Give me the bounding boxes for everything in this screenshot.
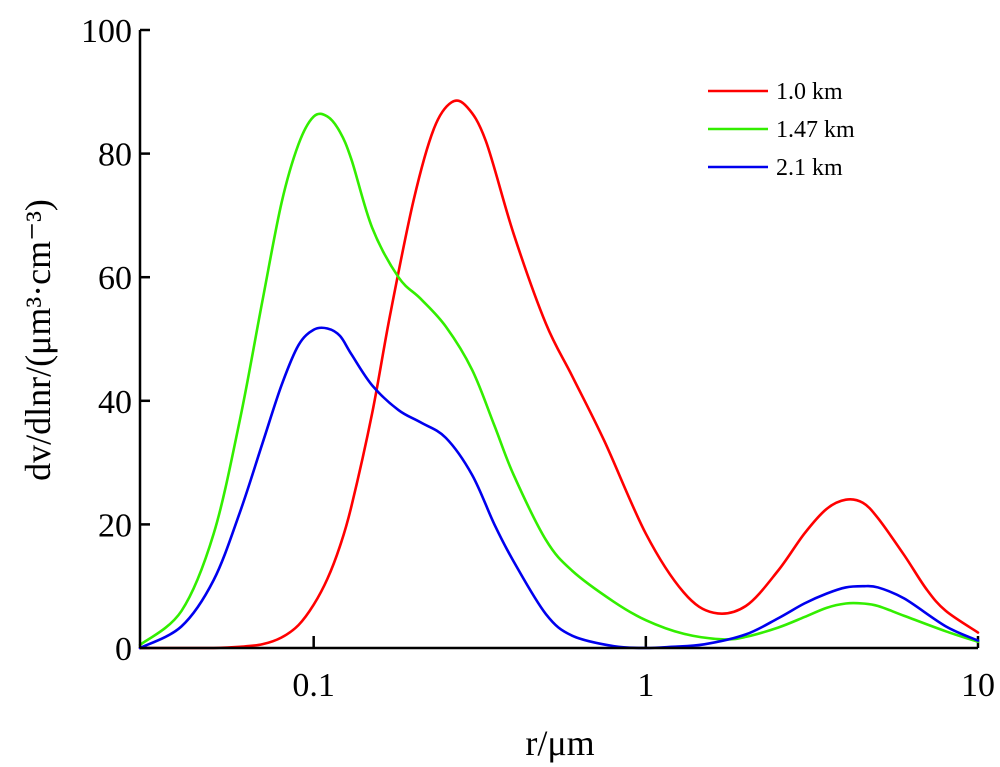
y-axis-title: dv/dlnr/(μm³·cm⁻³) [18,199,58,481]
x-axis-title: r/μm [525,723,594,763]
y-tick-label: 0 [115,631,132,668]
y-tick-label: 100 [81,13,132,50]
legend-label-3: 2.1 km [776,155,843,181]
series-line-2 [138,112,980,647]
axis-ticks: 0 20 40 60 80 100 0.1 1 10 [81,13,995,704]
y-tick-label: 20 [98,507,132,544]
legend: 1.0 km 1.47 km 2.1 km [708,79,855,181]
x-tick-label: 10 [961,667,995,704]
y-tick-label: 80 [98,137,132,174]
legend-label-1: 1.0 km [776,79,843,105]
x-tick-label: 1 [637,667,654,704]
series-line-1 [138,99,980,650]
y-tick-label: 40 [98,384,132,421]
plot-area [138,99,980,650]
legend-label-2: 1.47 km [776,117,855,143]
y-tick-label: 60 [98,260,132,297]
series-line-3 [138,326,980,650]
x-tick-label: 0.1 [292,667,335,704]
